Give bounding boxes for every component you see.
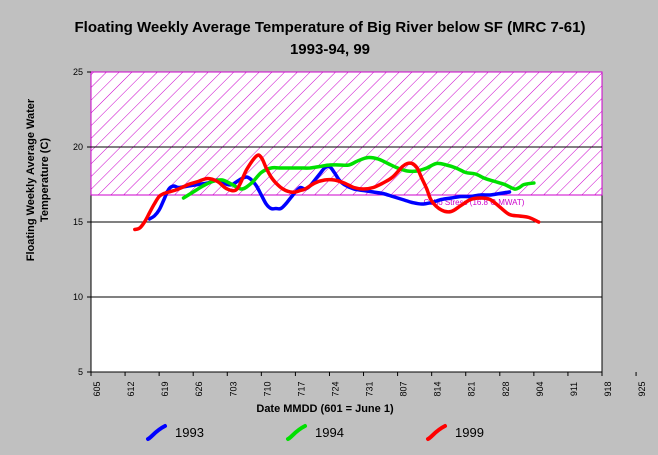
y-tick-label: 20: [73, 142, 83, 152]
legend-label: 1994: [315, 425, 344, 440]
chart-title: Floating Weekly Average Temperature of B…: [74, 19, 586, 58]
series-line-1999: [133, 153, 541, 232]
legend-swatch-1999: [426, 424, 447, 441]
threshold-band: [90, 71, 603, 196]
series-line-1994: [181, 155, 536, 200]
x-tick-label: 612: [126, 381, 136, 396]
legend-swatch-line: [286, 424, 307, 441]
threshold-label: Coho Stress (16.8 C MWAT): [424, 198, 525, 207]
x-tick-label: 814: [433, 381, 443, 396]
x-tick-label: 626: [194, 381, 204, 396]
x-tick-label: 828: [501, 381, 511, 396]
legend: 1993 1994 1999: [0, 420, 658, 450]
legend-swatch-1993: [146, 424, 167, 441]
x-tick-label: 925: [637, 381, 647, 396]
plot-layer: 5 10 15 20 25 605 612 619 626 703 710 717 724 731 807 8…: [73, 67, 647, 397]
x-tick-label: 807: [399, 381, 409, 396]
x-tick-label: 724: [330, 381, 340, 396]
y-tick-label: 5: [78, 367, 83, 377]
x-tick-label: 731: [365, 381, 375, 396]
x-tick-label: 717: [296, 381, 306, 396]
x-tick-label: 821: [467, 381, 477, 396]
x-tick-label: 911: [569, 382, 579, 396]
y-tick-label: 10: [73, 292, 83, 302]
legend-swatch-line: [426, 424, 447, 441]
x-tick-label: 904: [535, 381, 545, 396]
legend-label: 1999: [455, 425, 484, 440]
y-tick-label: 15: [73, 217, 83, 227]
x-tick-label: 918: [603, 381, 613, 396]
x-tick-label: 703: [228, 381, 238, 396]
legend-label: 1993: [175, 425, 204, 440]
x-tick-label: 605: [92, 381, 102, 396]
x-axis-label: Date MMDD (601 = June 1): [256, 403, 394, 415]
legend-swatch-1994: [286, 424, 307, 441]
y-tick-label: 25: [73, 67, 83, 77]
legend-swatch-line: [146, 424, 167, 441]
x-tick-label: 619: [160, 381, 170, 396]
x-tick-label: 710: [262, 381, 272, 396]
